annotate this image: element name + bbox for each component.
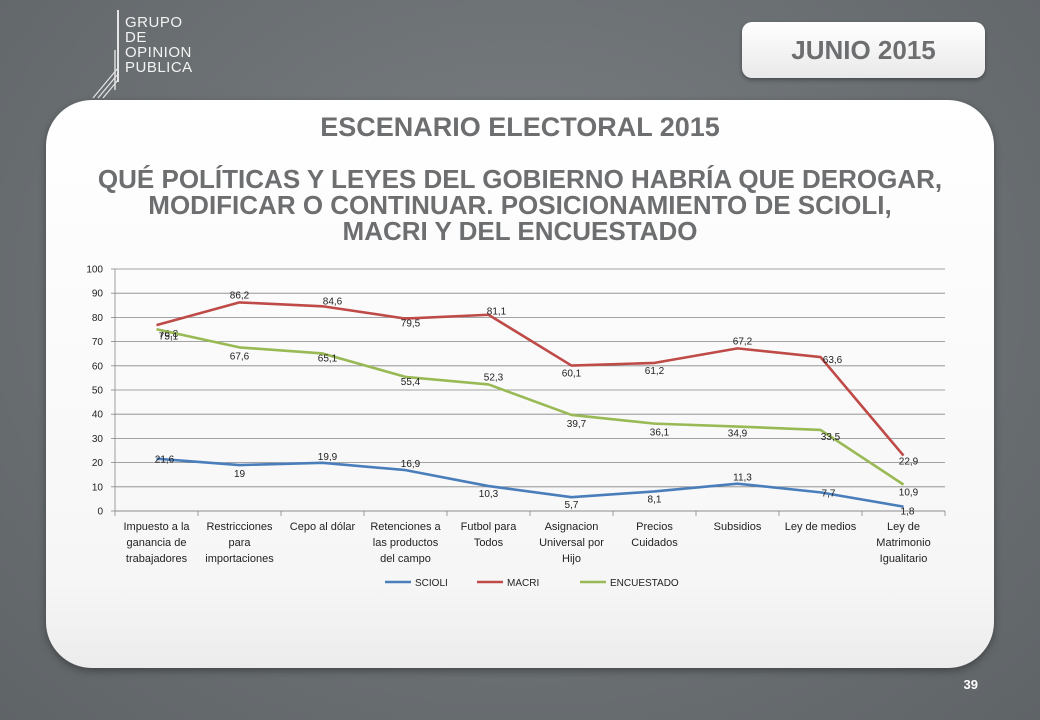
data-label: 65,1 bbox=[318, 353, 338, 364]
data-label: 22,9 bbox=[899, 457, 919, 468]
y-tick-label: 70 bbox=[92, 337, 104, 348]
y-tick-label: 30 bbox=[92, 434, 104, 445]
month-badge: JUNIO 2015 bbox=[742, 22, 985, 78]
page-title: ESCENARIO ELECTORAL 2015 bbox=[320, 112, 720, 142]
data-label: 19,9 bbox=[318, 452, 338, 463]
data-label: 79,5 bbox=[401, 319, 421, 330]
data-label: 81,1 bbox=[487, 307, 507, 318]
data-label: 11,3 bbox=[733, 473, 752, 484]
data-label: 7,7 bbox=[822, 488, 836, 499]
y-tick-label: 10 bbox=[92, 482, 104, 493]
x-tick-label: Subsidios bbox=[714, 521, 762, 533]
y-tick-label: 20 bbox=[92, 458, 104, 469]
data-label: 76,8 bbox=[159, 329, 179, 340]
data-label: 61,2 bbox=[645, 366, 665, 377]
y-tick-label: 60 bbox=[92, 361, 104, 372]
logo-line: PUBLICA bbox=[125, 59, 193, 76]
logo-line: GRUPO bbox=[125, 14, 183, 31]
legend-label: SCIOLI bbox=[415, 578, 448, 589]
x-tick-label: Impuesto a la bbox=[123, 521, 190, 533]
data-label: 34,9 bbox=[728, 429, 748, 440]
x-tick-label: Matrimonio bbox=[876, 537, 930, 549]
series-line-scioli bbox=[156, 457, 904, 508]
logo-line: DE bbox=[125, 29, 147, 46]
x-tick-label: Universal por bbox=[539, 537, 604, 549]
x-tick-label: Hijo bbox=[562, 553, 581, 565]
series-line-macri bbox=[156, 301, 905, 457]
data-label: 19 bbox=[234, 469, 246, 480]
data-label: 67,6 bbox=[230, 351, 250, 362]
data-label: 55,4 bbox=[401, 377, 421, 388]
x-tick-label: Futbol para bbox=[461, 521, 518, 533]
x-tick-label: Todos bbox=[474, 537, 504, 549]
data-label: 67,2 bbox=[733, 336, 753, 347]
data-label: 52,3 bbox=[484, 372, 504, 383]
x-tick-label: Precios bbox=[636, 521, 673, 533]
x-tick-label: Cepo al dólar bbox=[290, 521, 356, 533]
y-tick-label: 100 bbox=[86, 265, 103, 276]
data-label: 10,9 bbox=[899, 488, 919, 499]
x-tick-label: las productos bbox=[373, 537, 439, 549]
legend-label: MACRI bbox=[507, 578, 539, 589]
data-label: 36,1 bbox=[650, 428, 670, 439]
y-tick-label: 40 bbox=[92, 410, 104, 421]
logo-text: GRUPO DE OPINION PUBLICA bbox=[125, 15, 193, 75]
data-label: 16,9 bbox=[401, 459, 421, 470]
x-tick-label: Asignacion bbox=[545, 521, 599, 533]
x-tick-label: Ley de medios bbox=[785, 521, 857, 533]
data-label: 21,6 bbox=[155, 455, 175, 466]
y-tick-label: 90 bbox=[92, 289, 104, 300]
y-tick-label: 80 bbox=[92, 313, 104, 324]
content-card bbox=[46, 100, 994, 668]
x-tick-label: Restricciones bbox=[206, 521, 273, 533]
data-label: 63,6 bbox=[823, 355, 843, 366]
data-label: 39,7 bbox=[567, 419, 587, 430]
subtitle-line: MACRI Y DEL ENCUESTADO bbox=[342, 216, 698, 246]
data-label: 8,1 bbox=[648, 494, 662, 505]
data-label: 1,8 bbox=[901, 507, 915, 518]
y-tick-label: 50 bbox=[92, 386, 104, 397]
data-label: 75,1 bbox=[159, 331, 179, 342]
x-tick-label: Cuidados bbox=[631, 537, 678, 549]
page-number: 39 bbox=[963, 677, 978, 692]
series-line-encuestado bbox=[156, 327, 905, 486]
page-subtitle: QUÉ POLÍTICAS Y LEYES DEL GOBIERNO HABRÍ… bbox=[80, 166, 960, 244]
data-label: 33,5 bbox=[821, 432, 841, 443]
subtitle-line: MODIFICAR O CONTINUAR. POSICIONAMIENTO D… bbox=[148, 190, 892, 220]
x-tick-label: trabajadores bbox=[126, 553, 188, 565]
data-label: 60,1 bbox=[562, 369, 582, 380]
logo-mark-icon bbox=[92, 10, 119, 99]
x-tick-label: para bbox=[228, 537, 251, 549]
subtitle-line: QUÉ POLÍTICAS Y LEYES DEL GOBIERNO HABRÍ… bbox=[97, 164, 943, 194]
data-label: 10,3 bbox=[479, 489, 499, 500]
x-tick-label: Ley de bbox=[887, 521, 920, 533]
legend-label: ENCUESTADO bbox=[610, 578, 679, 589]
line-chart: 0 10 20 30 40 50 60 70 80 90 100 Impuesto a la ganan… bbox=[86, 265, 946, 589]
data-label: 84,6 bbox=[323, 296, 343, 307]
x-tick-label: Retenciones a bbox=[370, 521, 441, 533]
data-label: 86,2 bbox=[230, 290, 250, 301]
y-tick-label: 0 bbox=[97, 507, 103, 518]
data-label: 5,7 bbox=[565, 500, 579, 511]
x-tick-label: importaciones bbox=[205, 553, 274, 565]
logo-line: OPINION bbox=[125, 44, 192, 61]
x-tick-label: del campo bbox=[380, 553, 431, 565]
x-tick-label: Igualitario bbox=[880, 553, 928, 565]
x-tick-label: ganancia de bbox=[127, 537, 187, 549]
